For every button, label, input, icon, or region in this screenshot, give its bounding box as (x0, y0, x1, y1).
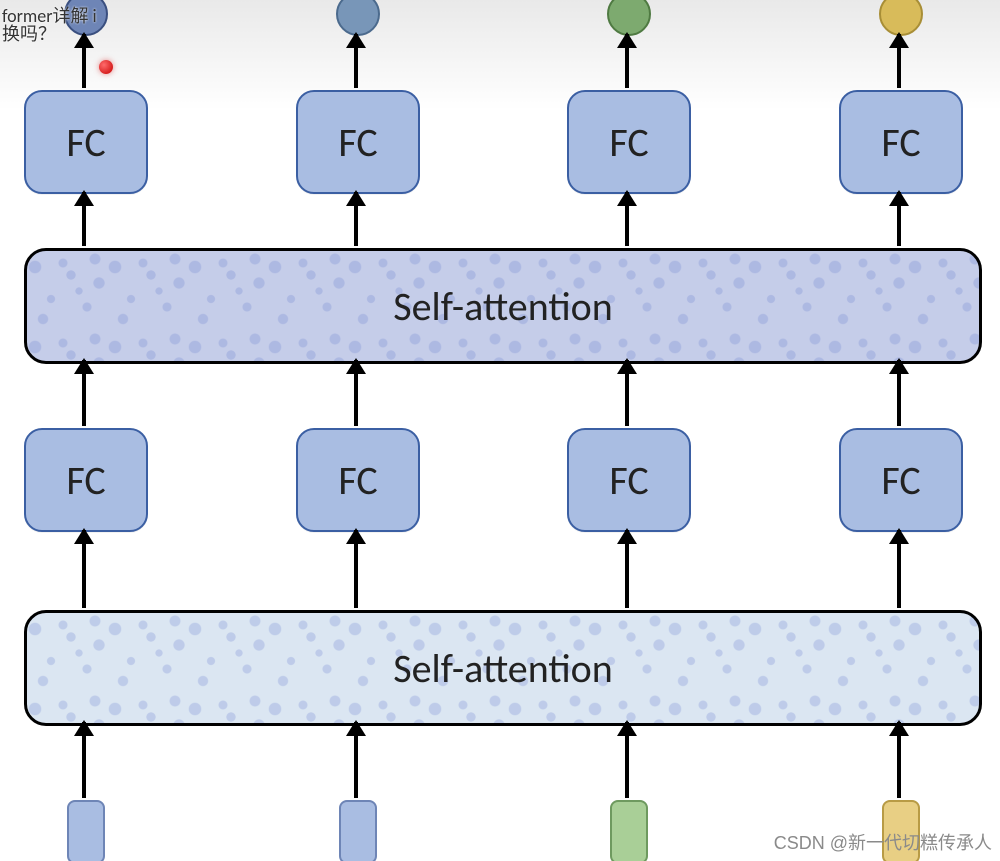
sa-lower: Self-attention (24, 610, 982, 726)
arrow-sa2fcL-3 (897, 530, 901, 608)
cursor-pointer-dot (99, 60, 113, 74)
arrow-in2sa-1 (354, 722, 358, 798)
fc-lower-3: FC (839, 428, 963, 532)
arrow-sa2fcU-3 (897, 192, 901, 246)
fc-upper-2: FC (567, 90, 691, 194)
arrow-sa2fcU-2 (625, 192, 629, 246)
input-token-2 (610, 800, 648, 861)
arrow-fc2saU-2 (625, 360, 629, 426)
arrow-in2sa-3 (897, 722, 901, 798)
input-token-0 (67, 800, 105, 861)
arrow-fc2out-1 (354, 34, 358, 88)
arrow-fc2out-2 (625, 34, 629, 88)
arrow-in2sa-0 (82, 722, 86, 798)
output-circle-2 (607, 0, 651, 36)
fc-upper-1: FC (296, 90, 420, 194)
arrow-sa2fcU-0 (82, 192, 86, 246)
fc-upper-0: FC (24, 90, 148, 194)
input-token-1 (339, 800, 377, 861)
fc-lower-0: FC (24, 428, 148, 532)
sa-upper: Self-attention (24, 248, 982, 364)
fc-upper-3: FC (839, 90, 963, 194)
arrow-fc2saU-0 (82, 360, 86, 426)
arrow-fc2out-0 (82, 34, 86, 88)
fc-lower-2: FC (567, 428, 691, 532)
arrow-in2sa-2 (625, 722, 629, 798)
fc-lower-1: FC (296, 428, 420, 532)
arrow-sa2fcU-1 (354, 192, 358, 246)
arrow-sa2fcL-1 (354, 530, 358, 608)
arrow-sa2fcL-2 (625, 530, 629, 608)
watermark-text: CSDN @新一代切糕传承人 (774, 829, 992, 855)
output-circle-1 (336, 0, 380, 36)
arrow-fc2saU-1 (354, 360, 358, 426)
arrow-sa2fcL-0 (82, 530, 86, 608)
overlay-text-2: 换吗？ (2, 20, 56, 46)
sa-lower-label: Self-attention (393, 644, 613, 693)
output-circle-3 (879, 0, 923, 36)
transformer-diagram: Self-attention Self-attention FC FC FC FC FC FC… (0, 0, 1000, 861)
arrow-fc2saU-3 (897, 360, 901, 426)
arrow-fc2out-3 (897, 34, 901, 88)
sa-upper-label: Self-attention (393, 282, 613, 331)
